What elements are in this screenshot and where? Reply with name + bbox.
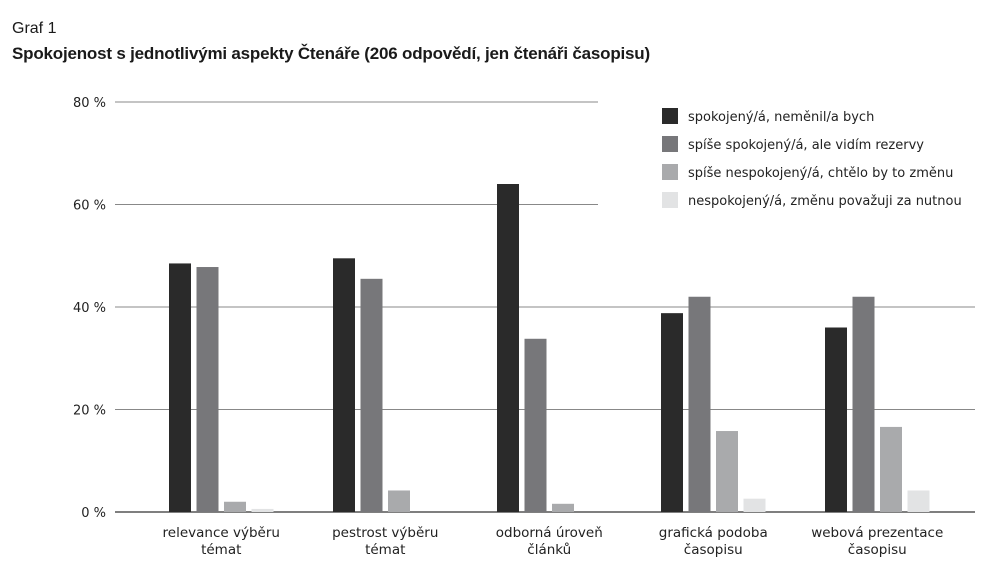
bar	[497, 184, 519, 512]
legend-swatch	[662, 136, 678, 152]
bar	[169, 263, 191, 512]
bar	[196, 267, 219, 512]
legend-swatch	[662, 164, 678, 180]
bar	[825, 327, 847, 512]
bar	[251, 508, 274, 512]
y-tick-label: 80 %	[73, 96, 106, 111]
y-tick-label: 20 %	[73, 404, 106, 419]
bar	[524, 338, 547, 512]
bar	[552, 503, 574, 512]
category-label: webová prezentace časopisu	[811, 525, 943, 558]
bar	[224, 501, 246, 512]
bar	[388, 490, 410, 512]
y-tick-label: 40 %	[73, 301, 106, 316]
legend-label: spíše spokojený/á, ale vidím rezervy	[688, 138, 924, 153]
bar	[716, 431, 738, 512]
category-label: odborná úroveň článků	[496, 525, 603, 558]
bar	[688, 296, 711, 512]
category-label: relevance výběru témat	[163, 525, 280, 558]
x-axis-labels: relevance výběru témat pestrost výběru téma…	[163, 525, 944, 558]
bar	[333, 258, 355, 512]
bar	[360, 278, 383, 512]
legend: spokojený/á, neměnil/a bych spíše spokoje…	[662, 108, 962, 209]
legend-swatch	[662, 108, 678, 124]
y-axis-ticks: 0 % 20 % 40 % 60 % 80 %	[73, 96, 106, 521]
legend-label: nespokojený/á, změnu považuji za nutnou	[688, 194, 962, 209]
chart-title: Spokojenost s jednotlivými aspekty Čtená…	[12, 44, 650, 63]
category-label: grafická podoba časopisu	[659, 525, 768, 558]
legend-swatch	[662, 192, 678, 208]
bars	[169, 184, 930, 512]
y-tick-label: 60 %	[73, 199, 106, 214]
legend-label: spokojený/á, neměnil/a bych	[688, 110, 874, 125]
bar	[880, 426, 902, 512]
y-tick-label: 0 %	[81, 506, 106, 521]
category-label: pestrost výběru témat	[332, 525, 438, 558]
figure-label: Graf 1	[12, 20, 57, 37]
bar	[907, 490, 930, 512]
bar	[852, 296, 875, 512]
bar	[743, 498, 766, 512]
legend-label: spíše nespokojený/á, chtělo by to změnu	[688, 166, 953, 181]
bar	[661, 313, 683, 512]
